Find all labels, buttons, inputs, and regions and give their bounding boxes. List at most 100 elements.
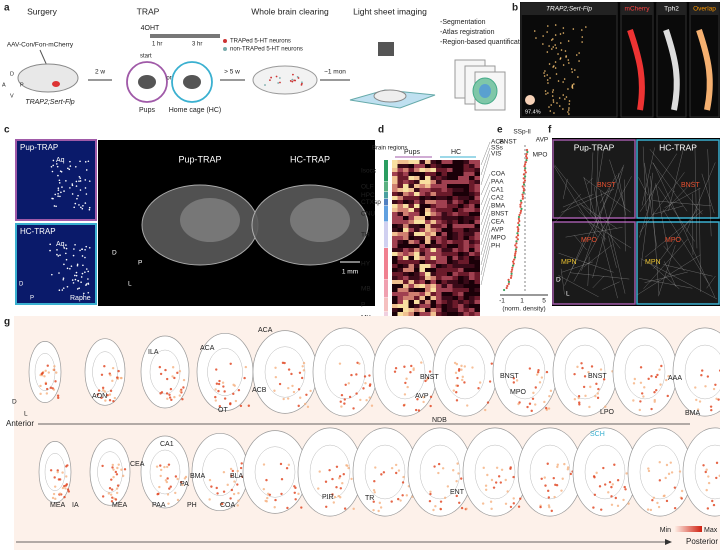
heatmap-cell xyxy=(414,248,420,252)
heatmap-cell xyxy=(403,272,409,276)
signal xyxy=(53,365,56,368)
heatmap-cell xyxy=(463,208,469,212)
timeline xyxy=(150,34,220,38)
heatmap-cell xyxy=(463,268,469,272)
signal xyxy=(666,394,669,398)
heatmap-cell xyxy=(447,176,453,180)
heatmap-cell xyxy=(458,180,464,184)
signal xyxy=(422,400,425,404)
heatmap-cell xyxy=(425,272,431,276)
heatmap-cell xyxy=(392,288,398,292)
heatmap-cell xyxy=(408,264,414,268)
channel-title: Tph2 xyxy=(664,6,679,13)
signal xyxy=(106,394,109,397)
cell xyxy=(573,83,575,85)
signal xyxy=(452,389,456,392)
heatmap-cell xyxy=(392,200,398,204)
cell xyxy=(77,194,79,197)
label: 1 hr xyxy=(152,42,162,48)
signal xyxy=(711,499,714,503)
heatmap-cell xyxy=(436,172,442,176)
heatmap-cell xyxy=(425,296,431,300)
label: CEA xyxy=(130,461,145,468)
heatmap-cell xyxy=(441,228,447,232)
heatmap-cell xyxy=(408,204,414,208)
heatmap-cell xyxy=(430,288,436,292)
heatmap-cell xyxy=(414,200,420,204)
signal xyxy=(706,507,710,510)
cell xyxy=(559,58,562,60)
heatmap-cell xyxy=(408,172,414,176)
heatmap-cell xyxy=(469,216,475,220)
cell xyxy=(278,77,281,79)
heatmap-cell xyxy=(403,160,409,164)
signal xyxy=(110,478,113,481)
signal xyxy=(404,381,407,385)
signal xyxy=(481,502,485,505)
heatmap-cell xyxy=(452,296,458,300)
signal xyxy=(405,377,408,380)
label: MPO xyxy=(533,152,548,159)
signal xyxy=(159,474,162,478)
signal xyxy=(394,471,398,475)
heatmap-cell xyxy=(414,252,420,256)
analysis-step: -Region-based quantification xyxy=(440,39,529,46)
signal xyxy=(696,408,700,411)
dot xyxy=(513,258,516,261)
signal xyxy=(509,467,512,470)
heatmap-cell xyxy=(452,232,458,236)
dot xyxy=(520,201,523,204)
heatmap-cell xyxy=(436,284,442,288)
dot xyxy=(510,270,513,273)
signal xyxy=(569,472,572,476)
signal xyxy=(262,487,266,491)
signal xyxy=(455,494,458,498)
cell xyxy=(81,272,84,275)
cell xyxy=(65,244,67,246)
dot xyxy=(506,284,509,288)
heatmap-cell xyxy=(414,288,420,292)
heatmap-cell xyxy=(436,228,442,232)
signal xyxy=(171,366,175,369)
group-bar xyxy=(384,222,388,248)
heatmap-cell xyxy=(408,292,414,296)
signal xyxy=(623,485,626,489)
signal xyxy=(244,365,248,369)
heatmap-cell xyxy=(425,180,431,184)
label: PH xyxy=(187,502,197,509)
label: MPO xyxy=(491,235,506,242)
cell xyxy=(79,180,82,182)
section xyxy=(682,427,720,517)
heatmap-cell xyxy=(469,308,475,312)
heatmap-cell xyxy=(419,244,425,248)
signal xyxy=(593,493,597,497)
heatmap-cell xyxy=(397,280,403,284)
signal xyxy=(97,389,101,392)
label: V xyxy=(10,93,14,99)
heatmap-cell xyxy=(436,164,442,168)
heatmap-cell xyxy=(430,196,436,200)
heatmap-cell xyxy=(436,240,442,244)
heatmap-cell xyxy=(436,196,442,200)
cell xyxy=(75,271,78,274)
heatmap-cell xyxy=(408,192,414,196)
heatmap-cell xyxy=(419,296,425,300)
fiber xyxy=(587,256,590,286)
signal xyxy=(549,389,553,393)
heatmap-cell xyxy=(469,300,475,304)
heatmap-cell xyxy=(392,160,398,164)
heatmap-cell xyxy=(408,284,414,288)
heatmap-cell xyxy=(441,264,447,268)
heatmap-cell xyxy=(397,172,403,176)
heatmap-cell xyxy=(463,248,469,252)
signal xyxy=(578,401,581,404)
cell xyxy=(65,180,67,182)
label: BNST xyxy=(491,211,508,218)
leader xyxy=(480,153,491,186)
heatmap-cell xyxy=(436,188,442,192)
label: Max xyxy=(704,527,718,534)
fiber xyxy=(652,205,684,215)
heatmap-cell xyxy=(447,184,453,188)
signal xyxy=(338,362,342,365)
signal xyxy=(325,505,328,508)
